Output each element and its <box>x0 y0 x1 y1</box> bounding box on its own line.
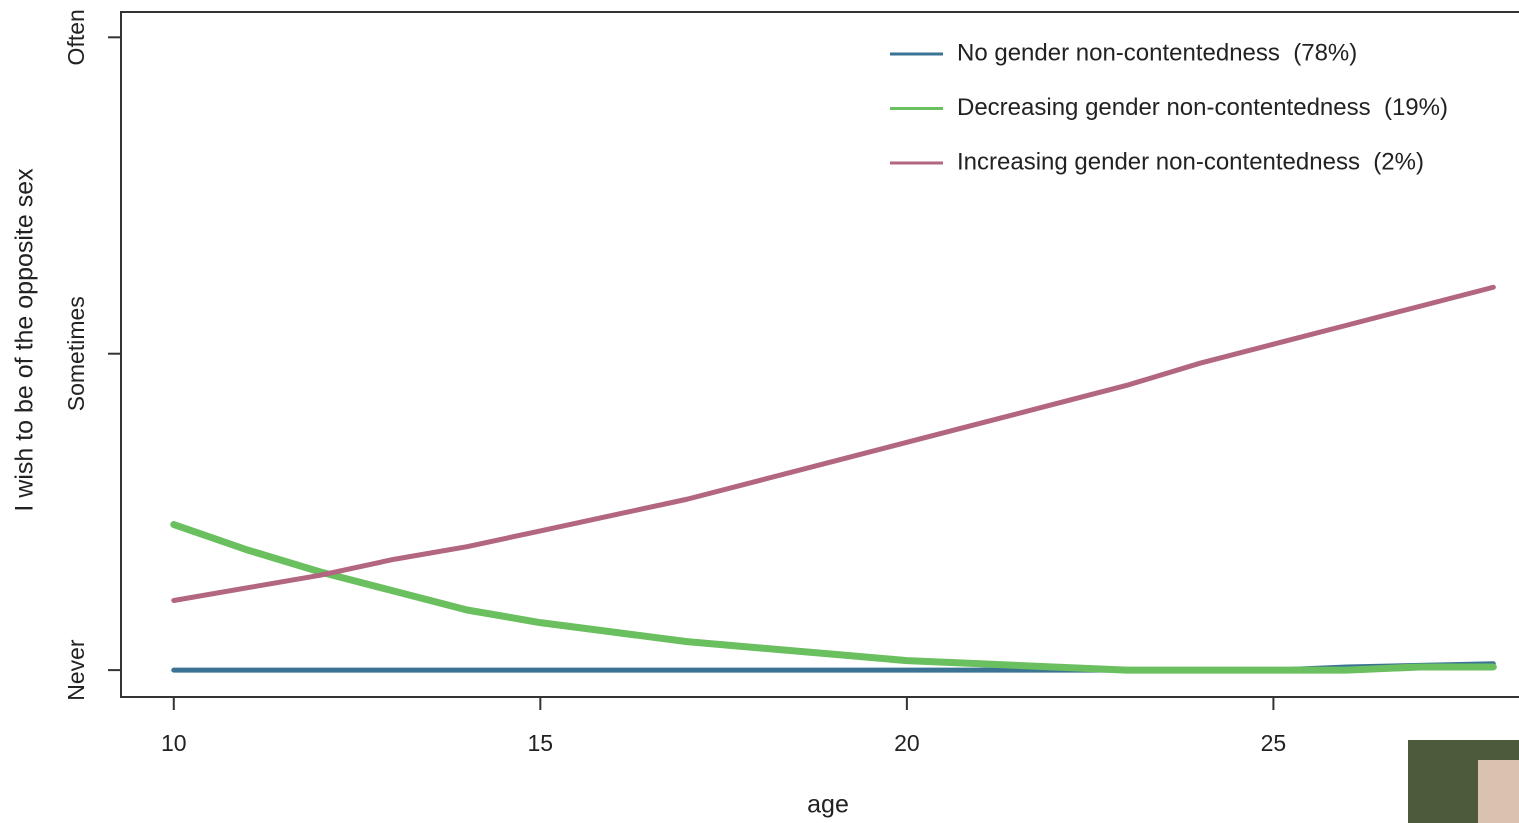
legend-label: No gender non-contentedness (78%) <box>957 39 1357 66</box>
y-tick-label: Sometimes <box>63 296 89 411</box>
series-line <box>170 521 1497 674</box>
thumbnail-face <box>1478 760 1519 823</box>
x-tick-label: 10 <box>161 730 187 756</box>
y-tick-label: Never <box>63 639 89 701</box>
series-line <box>171 284 1496 603</box>
legend-label: Decreasing gender non-contentedness (19%… <box>957 94 1448 121</box>
x-tick-label: 15 <box>528 730 554 756</box>
x-axis-title: age <box>807 791 849 819</box>
legend-label: Increasing gender non-contentedness (2%) <box>957 148 1424 175</box>
x-tick-label: 20 <box>894 730 920 756</box>
x-tick-label: 25 <box>1261 730 1287 756</box>
y-axis-title: I wish to be of the opposite sex <box>11 168 39 512</box>
y-tick-label: Often <box>63 9 89 65</box>
